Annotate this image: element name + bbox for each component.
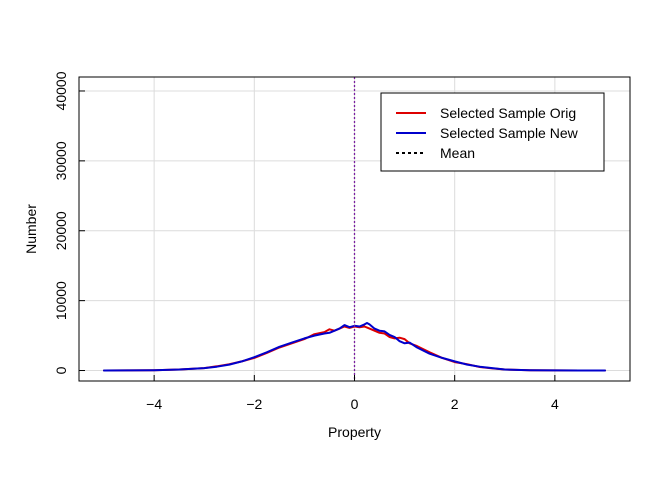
legend-label-orig: Selected Sample Orig (440, 105, 576, 121)
x-axis-ticks: −4 −2 0 2 4 (146, 375, 559, 412)
y-axis-title: Number (23, 204, 39, 254)
legend: Selected Sample Orig Selected Sample New… (380, 92, 605, 172)
x-tick-label: −4 (146, 396, 162, 412)
y-tick-label: 20000 (53, 211, 69, 250)
series-lines (103, 77, 606, 381)
y-tick-label: 30000 (53, 141, 69, 180)
x-tick-label: 2 (451, 396, 459, 412)
x-tick-label: 0 (351, 396, 359, 412)
x-tick-label: 4 (551, 396, 559, 412)
legend-label-new: Selected Sample New (440, 125, 579, 141)
y-tick-label: 0 (53, 366, 69, 374)
x-tick-label: −2 (246, 396, 262, 412)
x-axis-title: Property (328, 424, 381, 440)
series-line-new (103, 322, 606, 372)
legend-label-mean: Mean (440, 145, 475, 161)
y-axis-ticks: 0 10000 20000 30000 40000 (53, 71, 85, 374)
y-tick-label: 40000 (53, 71, 69, 110)
y-tick-label: 10000 (53, 281, 69, 320)
